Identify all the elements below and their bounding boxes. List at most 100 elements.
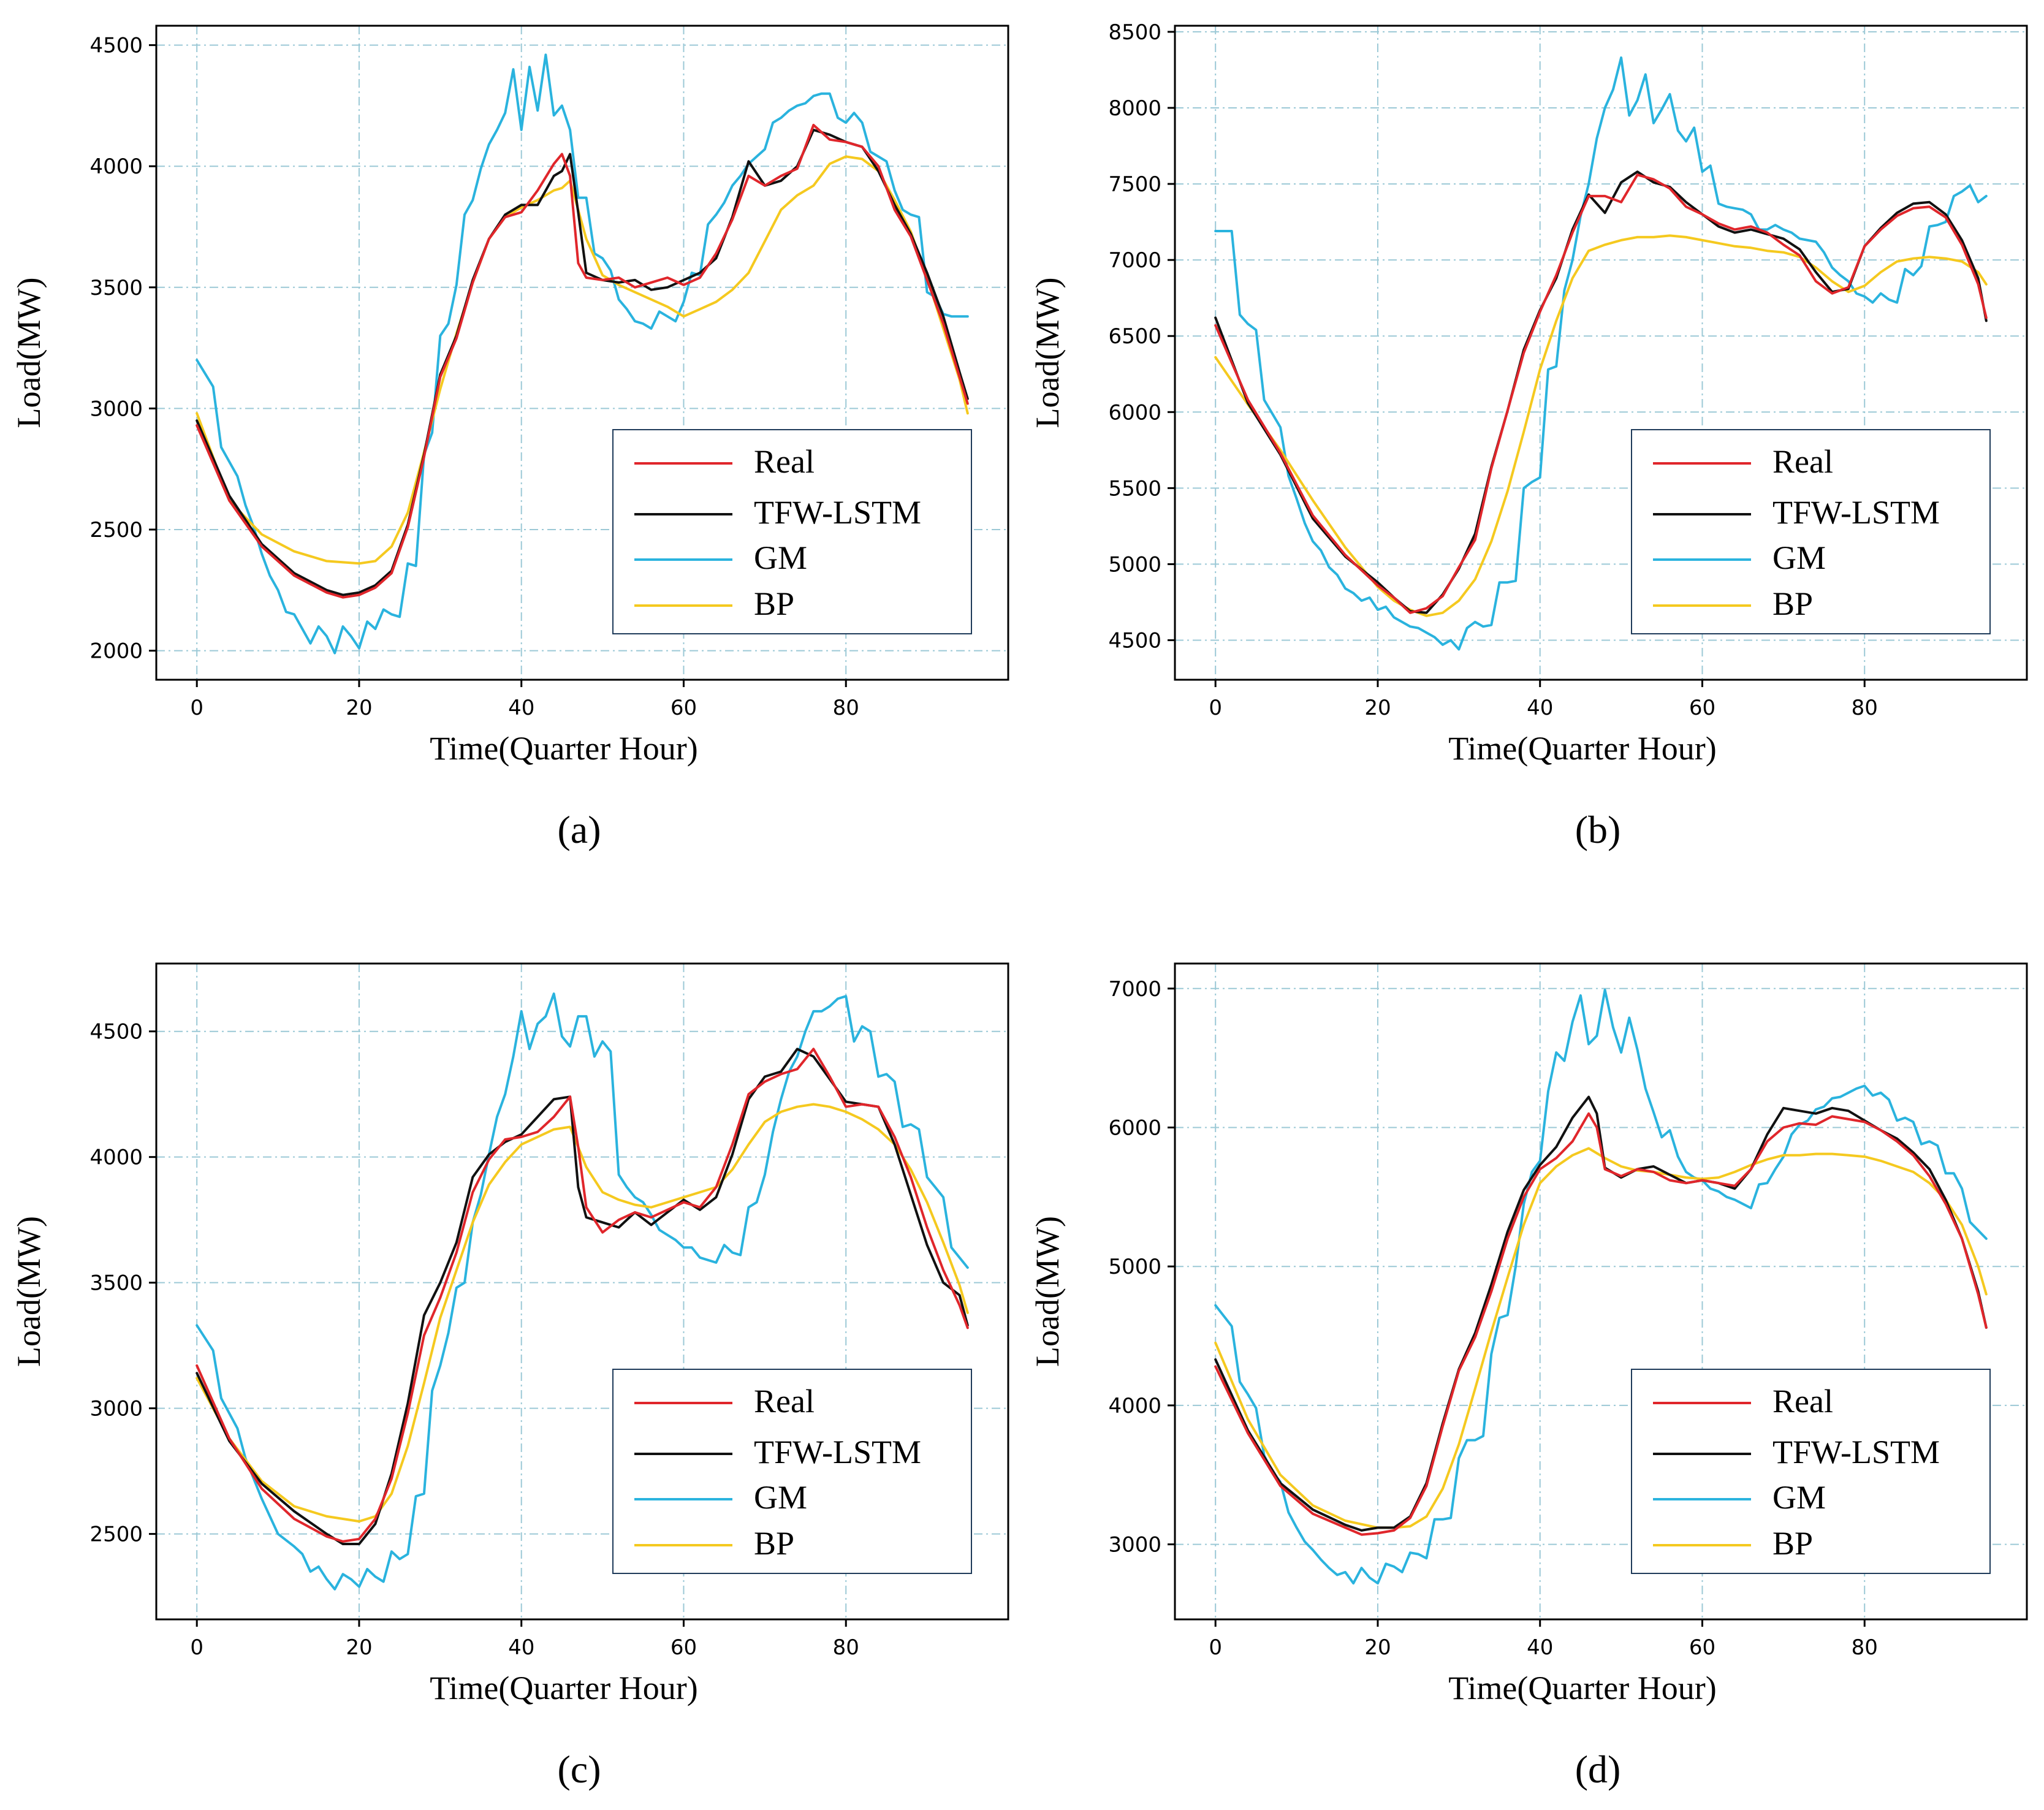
legend-label-real: Real bbox=[754, 1383, 815, 1420]
y-tick-label: 3000 bbox=[89, 397, 143, 421]
y-tick-label: 2500 bbox=[89, 1523, 143, 1547]
legend: Real TFW-LSTM GM BP bbox=[1631, 429, 1991, 634]
x-tick-label: 60 bbox=[671, 1635, 697, 1660]
x-tick-label: 60 bbox=[671, 696, 697, 720]
x-tick-label: 40 bbox=[508, 1635, 534, 1660]
legend-label-gm: GM bbox=[754, 1479, 807, 1516]
x-tick-label: 0 bbox=[190, 1635, 203, 1660]
plot-frame bbox=[155, 25, 1009, 681]
legend-label-tfw-lstm: TFW-LSTM bbox=[1772, 1434, 1940, 1470]
x-tick-label: 20 bbox=[346, 696, 372, 720]
y-tick-label: 8000 bbox=[1108, 96, 1161, 121]
y-tick-label: 6000 bbox=[1108, 1116, 1161, 1141]
legend-label-real: Real bbox=[1772, 443, 1833, 480]
series-group bbox=[196, 992, 969, 1591]
legend: Real TFW-LSTM GM BP bbox=[612, 1369, 972, 1574]
legend-label-bp: BP bbox=[754, 585, 794, 622]
x-tick-label: 60 bbox=[1689, 696, 1715, 720]
legend: Real TFW-LSTM GM BP bbox=[612, 429, 972, 634]
y-tick-label: 6000 bbox=[1108, 400, 1161, 425]
plot-frame bbox=[155, 962, 1009, 1621]
chart-panel-2: 0 20 40 60 80 4500 5000 5500 6000 6500 7000 7500 800… bbox=[1029, 20, 2028, 851]
panel-label: (a) bbox=[557, 808, 601, 851]
y-axis-label: Load(MW) bbox=[10, 1216, 47, 1367]
plot-frame bbox=[1174, 25, 2028, 681]
series-line-real bbox=[196, 1048, 969, 1543]
y-tick-label: 4000 bbox=[89, 154, 143, 179]
y-tick-label: 2000 bbox=[89, 639, 143, 664]
series-line-gm bbox=[1214, 56, 1988, 651]
x-tick-label: 80 bbox=[833, 696, 859, 720]
x-tick-label: 40 bbox=[1527, 696, 1553, 720]
y-axis-label: Load(MW) bbox=[1029, 278, 1066, 428]
panel-label: (c) bbox=[557, 1747, 601, 1791]
series-line-real bbox=[1214, 1112, 1988, 1536]
y-tick-label: 5000 bbox=[1108, 552, 1161, 577]
y-tick-label: 8500 bbox=[1108, 20, 1161, 45]
x-tick-label: 0 bbox=[1209, 1635, 1222, 1660]
x-tick-label: 40 bbox=[1527, 1635, 1553, 1660]
chart-panel-4: 0 20 40 60 80 3000 4000 5000 6000 7000 Time(Quarte… bbox=[1029, 962, 2028, 1791]
y-axis-label: Load(MW) bbox=[10, 278, 47, 428]
y-tick-label: 3500 bbox=[89, 276, 143, 300]
y-tick-label: 4500 bbox=[89, 1020, 143, 1044]
x-tick-label: 60 bbox=[1689, 1635, 1715, 1660]
x-tick-label: 20 bbox=[1364, 1635, 1391, 1660]
series-group bbox=[1214, 56, 1988, 651]
y-tick-label: 4000 bbox=[89, 1146, 143, 1170]
legend-label-real: Real bbox=[754, 443, 815, 480]
series-group bbox=[1214, 989, 1988, 1585]
x-tick-label: 20 bbox=[1364, 696, 1391, 720]
y-tick-label: 7500 bbox=[1108, 172, 1161, 197]
y-tick-label: 4500 bbox=[1108, 628, 1161, 653]
chart-panel-3: 0 20 40 60 80 2500 3000 3500 4000 4500 Time(Quarte… bbox=[10, 962, 1009, 1791]
panel-label: (d) bbox=[1575, 1747, 1621, 1791]
y-axis-label: Load(MW) bbox=[1029, 1216, 1066, 1367]
legend-label-tfw-lstm: TFW-LSTM bbox=[1772, 494, 1940, 531]
series-line-bp bbox=[196, 155, 969, 565]
legend-label-gm: GM bbox=[1772, 539, 1826, 576]
series-line-gm bbox=[196, 992, 969, 1591]
y-tick-label: 3500 bbox=[89, 1271, 143, 1296]
series-line-real bbox=[1214, 173, 1988, 614]
x-axis-label: Time(Quarter Hour) bbox=[430, 1670, 697, 1706]
x-axis-label: Time(Quarter Hour) bbox=[1448, 730, 1716, 767]
y-tick-label: 5500 bbox=[1108, 476, 1161, 501]
legend-label-bp: BP bbox=[1772, 585, 1813, 622]
series-line-gm bbox=[1214, 989, 1988, 1585]
y-tick-label: 7000 bbox=[1108, 248, 1161, 273]
x-tick-label: 40 bbox=[508, 696, 534, 720]
legend-label-tfw-lstm: TFW-LSTM bbox=[754, 1434, 921, 1470]
x-tick-label: 80 bbox=[1852, 696, 1878, 720]
legend-label-gm: GM bbox=[1772, 1479, 1826, 1516]
y-tick-label: 7000 bbox=[1108, 977, 1161, 1002]
legend-label-bp: BP bbox=[754, 1525, 794, 1562]
legend-label-tfw-lstm: TFW-LSTM bbox=[754, 494, 921, 531]
x-tick-label: 20 bbox=[346, 1635, 372, 1660]
legend-label-gm: GM bbox=[754, 539, 807, 576]
y-tick-label: 4000 bbox=[1108, 1394, 1161, 1418]
x-tick-label: 0 bbox=[190, 696, 203, 720]
series-line-bp bbox=[196, 1103, 969, 1523]
series-line-real bbox=[196, 124, 969, 599]
plot-frame bbox=[1174, 962, 2028, 1621]
series-line-gm bbox=[196, 53, 969, 655]
x-tick-label: 0 bbox=[1209, 696, 1222, 720]
y-tick-label: 4500 bbox=[89, 34, 143, 58]
y-tick-label: 3000 bbox=[89, 1397, 143, 1421]
series-group bbox=[196, 53, 969, 655]
x-axis-label: Time(Quarter Hour) bbox=[1448, 1670, 1716, 1706]
y-tick-label: 5000 bbox=[1108, 1255, 1161, 1279]
x-axis-label: Time(Quarter Hour) bbox=[430, 730, 697, 767]
panel-label: (b) bbox=[1575, 808, 1621, 851]
y-tick-label: 6500 bbox=[1108, 324, 1161, 349]
legend-label-real: Real bbox=[1772, 1383, 1833, 1420]
y-tick-label: 3000 bbox=[1108, 1533, 1161, 1557]
x-tick-label: 80 bbox=[833, 1635, 859, 1660]
legend: Real TFW-LSTM GM BP bbox=[1631, 1369, 1991, 1574]
legend-label-bp: BP bbox=[1772, 1525, 1813, 1562]
chart-panel-1: 0 20 40 60 80 2000 2500 3000 3500 4000 4500 Time(Qu… bbox=[10, 25, 1009, 851]
y-tick-label: 2500 bbox=[89, 518, 143, 542]
x-tick-label: 80 bbox=[1852, 1635, 1878, 1660]
